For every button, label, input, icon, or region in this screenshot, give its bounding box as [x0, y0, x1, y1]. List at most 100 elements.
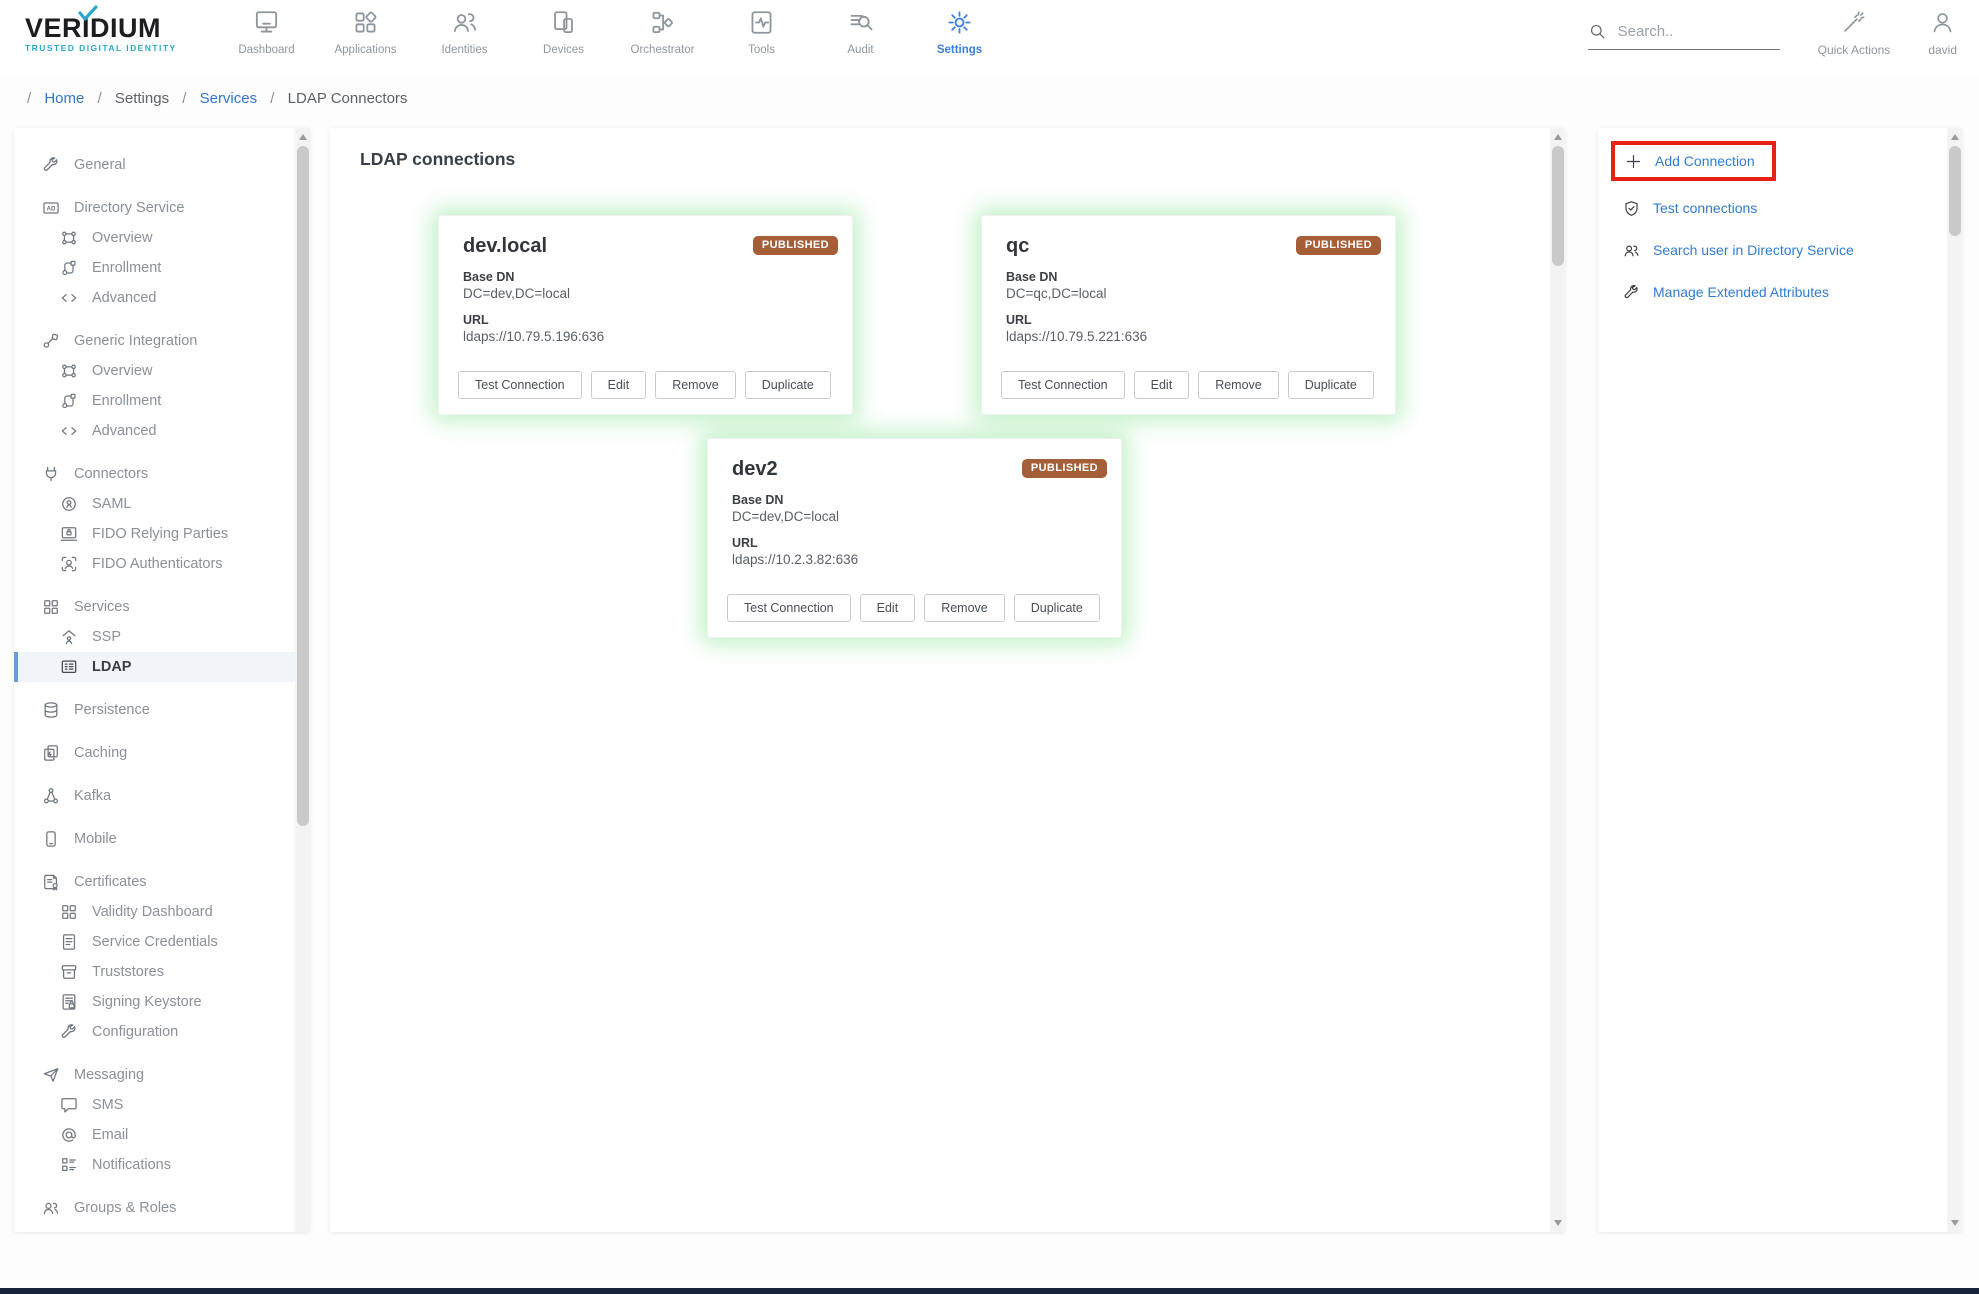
sidebar-item[interactable]: LDAP [14, 652, 295, 682]
sidebar-item[interactable]: Advanced [14, 283, 295, 313]
scroll-up-icon[interactable] [1950, 134, 1959, 140]
breadcrumb-separator: / [97, 90, 102, 107]
sidebar-item[interactable]: Groups & Roles [14, 1193, 295, 1223]
nav-item[interactable]: Orchestrator [613, 8, 712, 56]
card-action-button[interactable]: Duplicate [744, 371, 831, 399]
card-action-button[interactable]: Edit [859, 594, 916, 622]
sidebar-item[interactable]: Notifications [14, 1150, 295, 1180]
mobile-icon [41, 829, 61, 849]
search-icon[interactable] [1588, 22, 1607, 41]
card-action-button[interactable]: Remove [1198, 371, 1279, 399]
sidebar-item[interactable]: Signing Keystore [14, 987, 295, 1017]
keystore-icon [59, 992, 79, 1012]
nav-item[interactable]: Settings [910, 8, 1009, 56]
user-menu[interactable]: david [1928, 9, 1957, 57]
nav-item[interactable]: Devices [514, 8, 613, 56]
card-action-button[interactable]: Edit [590, 371, 647, 399]
sidebar-item[interactable]: Generic Integration [14, 326, 295, 356]
sidebar-item[interactable]: Messaging [14, 1060, 295, 1090]
url-value: ldaps://10.2.3.82:636 [732, 552, 859, 567]
breadcrumb-item[interactable]: Services [199, 90, 258, 107]
notifications-icon [59, 1155, 79, 1175]
search-input[interactable] [1617, 23, 1768, 40]
card-action-button[interactable]: Test Connection [458, 371, 582, 399]
panel-scrollbar[interactable] [1947, 128, 1962, 1232]
breadcrumb-item[interactable]: Home [44, 90, 85, 107]
sidebar-item[interactable]: FIDO Relying Parties [14, 519, 295, 549]
brand-tagline: TRUSTED DIGITAL IDENTITY [25, 43, 177, 53]
ssp-icon [59, 627, 79, 647]
scroll-up-icon[interactable] [1553, 134, 1562, 140]
sidebar-item[interactable]: Caching [14, 738, 295, 768]
sidebar-item[interactable]: SAML [14, 489, 295, 519]
nodes-icon [59, 361, 79, 381]
sidebar-item[interactable]: SSP [14, 622, 295, 652]
scroll-up-icon[interactable] [298, 134, 307, 140]
sidebar-item[interactable]: General [14, 150, 295, 180]
panel-action[interactable]: Search user in Directory Service [1622, 235, 1854, 265]
card-action-button[interactable]: Remove [924, 594, 1005, 622]
card-action-button[interactable]: Remove [655, 371, 736, 399]
settings-sidebar: General AD Directory Service Overview En… [14, 128, 310, 1232]
sidebar-item[interactable]: Services [14, 592, 295, 622]
nav-item[interactable]: Dashboard [217, 8, 316, 56]
sidebar-item[interactable]: Validity Dashboard [14, 897, 295, 927]
nav-item[interactable]: Applications [316, 8, 415, 56]
sidebar-item[interactable]: Enrollment [14, 386, 295, 416]
url-value: ldaps://10.79.5.221:636 [1006, 329, 1148, 344]
sidebar-item[interactable]: Email [14, 1120, 295, 1150]
main-scrollbar[interactable] [1550, 128, 1565, 1232]
code-icon [59, 421, 79, 441]
status-badge: PUBLISHED [752, 236, 838, 255]
orchestrator-icon [648, 8, 677, 37]
sidebar-item[interactable]: Advanced [14, 416, 295, 446]
breadcrumb-separator: / [27, 90, 32, 107]
sidebar-item[interactable]: Kafka [14, 781, 295, 811]
breadcrumb-item[interactable]: LDAP Connectors [287, 90, 408, 107]
scrollbar-thumb[interactable] [1551, 146, 1564, 266]
scroll-down-icon[interactable] [1553, 1220, 1562, 1226]
sidebar-item[interactable]: Truststores [14, 957, 295, 987]
panel-action[interactable]: Test connections [1622, 193, 1757, 223]
nav-item[interactable]: Tools [712, 8, 811, 56]
card-action-button[interactable]: Duplicate [1013, 594, 1100, 622]
sidebar-item[interactable]: Certificates [14, 867, 295, 897]
plus-icon [1624, 152, 1643, 171]
sidebar-item[interactable]: Service Credentials [14, 927, 295, 957]
archive-icon [59, 962, 79, 982]
sidebar-item[interactable]: FIDO Authenticators [14, 549, 295, 579]
apps-grid-icon [351, 8, 380, 37]
panel-action[interactable]: Add Connection [1611, 141, 1776, 181]
panel-action[interactable]: Manage Extended Attributes [1622, 277, 1829, 307]
breadcrumb-item[interactable]: Settings [114, 90, 170, 107]
sidebar-item[interactable]: AD Directory Service [14, 193, 295, 223]
nav-item[interactable]: Identities [415, 8, 514, 56]
scrollbar-thumb[interactable] [296, 146, 309, 826]
sidebar-item[interactable]: Overview [14, 356, 295, 386]
base-dn-label: Base DN [463, 270, 515, 284]
check-icon [78, 5, 98, 21]
brand-logo[interactable]: VERIDIUM TRUSTED DIGITAL IDENTITY [25, 5, 195, 53]
card-action-button[interactable]: Test Connection [727, 594, 851, 622]
card-action-button[interactable]: Edit [1133, 371, 1190, 399]
scroll-down-icon[interactable] [1950, 1220, 1959, 1226]
sidebar-item[interactable]: Enrollment [14, 253, 295, 283]
sidebar-item[interactable]: Mobile [14, 824, 295, 854]
sidebar-scrollbar[interactable] [295, 128, 310, 1232]
sidebar-item[interactable]: Configuration [14, 1017, 295, 1047]
card-action-button[interactable]: Duplicate [1287, 371, 1374, 399]
sidebar-item[interactable]: SMS [14, 1090, 295, 1120]
services-grid-icon [41, 597, 61, 617]
nav-item[interactable]: Audit [811, 8, 910, 56]
identities-icon [450, 8, 479, 37]
card-action-button[interactable]: Test Connection [1001, 371, 1125, 399]
sidebar-item[interactable]: Persistence [14, 695, 295, 725]
base-dn-value: DC=qc,DC=local [1006, 286, 1107, 301]
services-grid-icon [59, 902, 79, 922]
header-right: Quick Actions david [1587, 0, 1979, 57]
face-scan-icon [59, 554, 79, 574]
sidebar-item[interactable]: Connectors [14, 459, 295, 489]
sidebar-item[interactable]: Overview [14, 223, 295, 253]
quick-actions-button[interactable]: Quick Actions [1818, 9, 1890, 57]
scrollbar-thumb[interactable] [1948, 146, 1961, 236]
